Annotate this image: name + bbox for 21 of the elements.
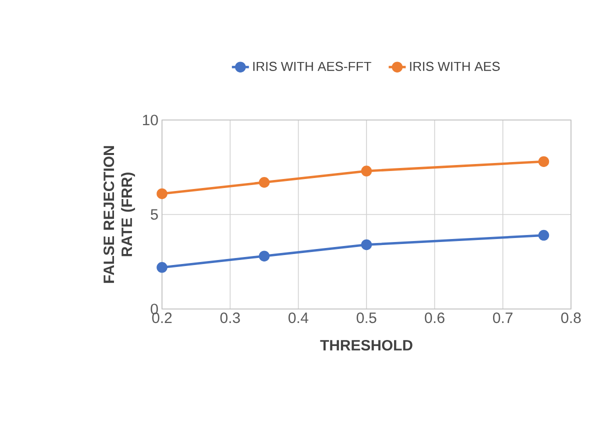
x-tick-label: 0.4 [288,312,308,324]
x-tick-label: 0.2 [152,312,172,324]
y-tick-label: 10 [143,114,158,126]
y-axis-title: FALSE REJECTION RATE (FRR) [104,146,136,283]
point [258,250,270,262]
point [361,239,372,250]
x-tick-label: 0.7 [493,312,512,324]
point [538,156,550,167]
point [156,262,168,273]
x-tick-label: 0.6 [424,312,444,324]
legend-label: IRIS WITH AES-FFT [253,62,372,71]
y-tick-label: 5 [150,209,158,220]
point [361,166,372,176]
point [156,188,168,200]
x-tick-label: 0.8 [561,312,581,324]
x-tick-label: 0.3 [220,312,240,324]
x-axis-title: THRESHOLD [320,340,412,351]
point [258,176,270,188]
point [538,230,550,241]
legend-label: IRIS WITH AES [410,62,500,71]
x-tick-label: 0.5 [356,312,376,324]
